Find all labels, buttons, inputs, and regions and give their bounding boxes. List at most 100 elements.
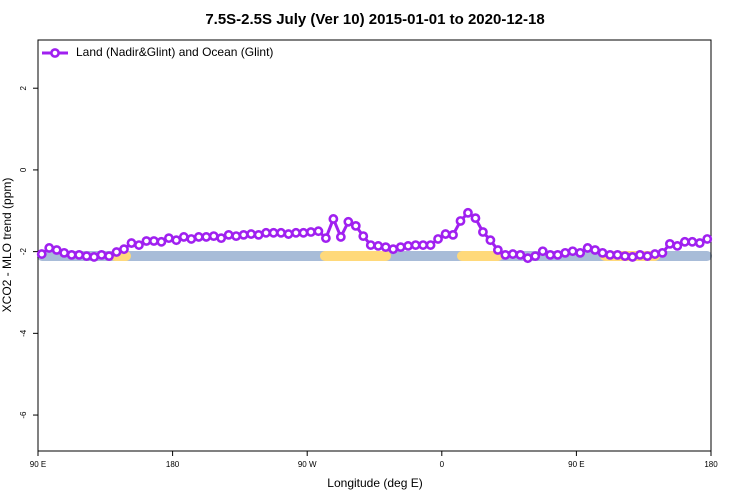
y-tick-label: 0 (19, 167, 28, 172)
x-tick-label: 180 (704, 460, 718, 469)
point (463, 207, 473, 218)
point (66, 249, 77, 260)
y-tick-label: -6 (19, 411, 28, 419)
point (208, 231, 219, 242)
point (702, 234, 713, 244)
point (246, 229, 257, 239)
point (306, 227, 316, 237)
point (440, 229, 451, 239)
point (119, 244, 129, 255)
point (238, 229, 249, 240)
point (261, 227, 271, 238)
chart-title: 7.5S-2.5S July (Ver 10) 2015-01-01 to 20… (205, 11, 544, 28)
point (672, 241, 683, 251)
point (156, 236, 167, 247)
x-axis-label: Longitude (deg E) (327, 476, 422, 490)
point (89, 252, 99, 262)
point (694, 238, 705, 248)
point (612, 249, 623, 260)
point (605, 249, 615, 260)
point (582, 243, 593, 253)
point (687, 236, 698, 247)
point (313, 226, 324, 237)
point (410, 240, 421, 250)
point (350, 220, 361, 231)
point (186, 234, 197, 244)
point (560, 247, 571, 258)
point (111, 247, 122, 257)
point (478, 227, 488, 237)
y-tick-label: -4 (19, 329, 28, 337)
point (276, 227, 286, 238)
point (163, 233, 174, 244)
point (358, 231, 369, 242)
x-tick-label: 90 E (568, 460, 584, 469)
point (485, 235, 496, 246)
legend-label: Land (Nadir&Glint) and Ocean (Glint) (76, 45, 273, 59)
point (253, 229, 264, 240)
y-tick-label: -2 (19, 248, 28, 256)
point (455, 216, 466, 226)
point (620, 251, 630, 262)
point (59, 247, 70, 258)
x-tick-label: 180 (166, 460, 180, 469)
point (470, 213, 481, 224)
point (650, 249, 660, 259)
point (373, 241, 384, 251)
legend-marker (50, 48, 60, 58)
x-tick-label: 90 W (298, 460, 317, 469)
point (575, 247, 586, 258)
point (492, 245, 503, 255)
point (96, 249, 107, 260)
point (81, 251, 92, 262)
point (268, 227, 279, 238)
point (365, 240, 376, 250)
point (193, 232, 204, 242)
point (425, 240, 436, 250)
point (328, 214, 339, 224)
plot-frame (37, 39, 712, 452)
point (223, 229, 234, 240)
point (380, 242, 391, 253)
point (448, 229, 458, 240)
point (679, 236, 690, 247)
point (201, 232, 212, 242)
point (388, 244, 399, 255)
point (36, 249, 47, 259)
point (433, 234, 443, 244)
point (126, 238, 137, 248)
point (418, 240, 429, 250)
point (627, 252, 638, 262)
point (291, 227, 301, 238)
point (545, 249, 556, 260)
point (552, 249, 563, 260)
point (44, 243, 55, 253)
point (320, 233, 331, 244)
point (74, 249, 85, 260)
point (635, 249, 645, 260)
point (567, 246, 578, 257)
point (403, 241, 414, 251)
point (283, 229, 294, 239)
point (149, 236, 159, 246)
point (104, 251, 114, 262)
point (507, 249, 518, 259)
y-axis-label: XCO2 - MLO trend (ppm) (0, 178, 14, 313)
point (500, 249, 511, 260)
x-tick-label: 0 (440, 460, 445, 469)
point (664, 238, 675, 249)
point (395, 242, 406, 253)
point (171, 235, 182, 246)
point (51, 245, 62, 255)
point (515, 249, 526, 260)
point (141, 236, 152, 246)
point (530, 251, 541, 262)
point (231, 231, 242, 242)
point (134, 240, 144, 250)
x-tick-label: 90 E (30, 460, 46, 469)
point (343, 216, 354, 227)
point (590, 245, 600, 255)
y-tick-label: 2 (19, 85, 28, 90)
point (597, 247, 608, 258)
